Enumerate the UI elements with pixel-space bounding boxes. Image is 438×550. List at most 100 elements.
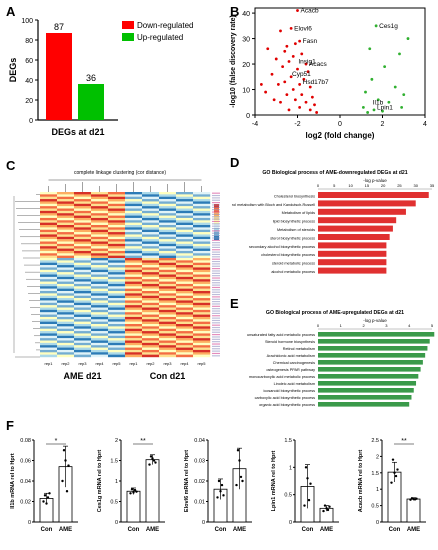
heatmap-cell bbox=[108, 269, 126, 273]
heatmap-cell bbox=[159, 342, 177, 346]
bar bbox=[318, 250, 387, 257]
heatmap-cell bbox=[40, 248, 58, 252]
point-label: Il1b bbox=[373, 99, 384, 106]
data-point bbox=[306, 70, 310, 74]
heatmap-cell bbox=[57, 269, 75, 273]
heatmap-cell bbox=[159, 295, 177, 299]
bar bbox=[318, 388, 414, 393]
heatmap-cell bbox=[159, 208, 177, 212]
heatmap-cell bbox=[108, 335, 126, 339]
heatmap-cell bbox=[91, 328, 109, 332]
category-label: sterol biosynthetic process bbox=[270, 236, 315, 240]
data-point bbox=[304, 466, 308, 469]
x-tick-label: 0 bbox=[317, 323, 320, 328]
heatmap-cell bbox=[74, 227, 92, 230]
heatmap-cell bbox=[176, 222, 194, 226]
heatmap-cell bbox=[74, 333, 92, 336]
data-point bbox=[65, 490, 69, 493]
heatmap-cell bbox=[74, 312, 92, 315]
heatmap-cell bbox=[40, 281, 58, 285]
heatmap-cell bbox=[176, 279, 194, 282]
heatmap-cell bbox=[57, 309, 75, 313]
heatmap-cell bbox=[193, 234, 211, 237]
heatmap-cell bbox=[57, 210, 75, 214]
heatmap-cell bbox=[57, 342, 75, 346]
heatmap-cell bbox=[40, 217, 58, 221]
heatmap-cell bbox=[108, 279, 126, 282]
heatmap-cell bbox=[74, 229, 92, 233]
heatmap-cell bbox=[193, 255, 211, 259]
heatmap-cell bbox=[57, 227, 75, 230]
heatmap-cell bbox=[108, 340, 126, 344]
data-point bbox=[313, 103, 316, 107]
heatmap-cell bbox=[57, 283, 75, 287]
heatmap-cell bbox=[108, 342, 126, 346]
category-label: Retinol metabolism bbox=[283, 347, 315, 351]
heatmap-cell bbox=[142, 312, 160, 315]
row-label-mark bbox=[212, 284, 220, 286]
heatmap-cell bbox=[108, 217, 126, 221]
heatmap-cell bbox=[91, 321, 109, 325]
heatmap-cell bbox=[91, 194, 109, 197]
heatmap-cell bbox=[193, 349, 211, 353]
heatmap-cell bbox=[176, 236, 194, 240]
heatmap-cell bbox=[74, 267, 92, 270]
chart-title: GO Biological process of AME-upregulated… bbox=[266, 310, 404, 316]
heatmap-cell bbox=[125, 279, 143, 282]
subplot: 0 0.01 0.02 0.03 0.04 Elovl6 mRNA rel to Hprt… bbox=[184, 438, 252, 533]
row-label-mark bbox=[212, 246, 220, 248]
heatmap-cell bbox=[176, 283, 194, 287]
row-label-mark bbox=[212, 202, 220, 204]
data-point bbox=[387, 100, 391, 104]
heatmap-cell bbox=[176, 352, 194, 355]
heatmap-cell bbox=[159, 345, 177, 348]
heatmap-cell bbox=[91, 210, 109, 214]
category-label: steroid metabolic process bbox=[272, 262, 315, 266]
bar bbox=[318, 259, 387, 266]
heatmap-cell bbox=[159, 316, 177, 320]
y-tick-label: 0.02 bbox=[20, 500, 31, 506]
heatmap-cell bbox=[159, 324, 177, 327]
heatmap-cell bbox=[159, 314, 177, 318]
x-axis-label: -log p-value bbox=[363, 178, 387, 183]
heatmap-cell bbox=[74, 269, 92, 273]
heatmap-cell bbox=[176, 345, 194, 348]
heatmap-cell bbox=[159, 286, 177, 289]
heatmap-cell bbox=[74, 340, 92, 344]
bar-value-label: 36 bbox=[86, 73, 96, 83]
heatmap-cell bbox=[125, 272, 143, 275]
heatmap-cell bbox=[125, 203, 143, 207]
data-point bbox=[151, 457, 154, 460]
heatmap-cell bbox=[74, 302, 92, 306]
bar bbox=[318, 339, 430, 344]
heatmap-cell bbox=[193, 206, 211, 209]
row-label-mark bbox=[212, 331, 220, 333]
heatmap-cell bbox=[74, 342, 92, 346]
row-label-mark bbox=[212, 204, 220, 206]
heatmap-cell bbox=[142, 267, 160, 270]
data-point bbox=[394, 474, 398, 478]
heatmap-cell bbox=[176, 217, 194, 221]
heatmap-cell bbox=[57, 239, 75, 242]
bar bbox=[318, 192, 429, 198]
point-label: Hsd17b7 bbox=[303, 79, 329, 86]
heatmap-cell bbox=[125, 302, 143, 306]
heatmap-cell bbox=[57, 335, 75, 339]
heatmap-cell bbox=[142, 243, 160, 247]
x-axis-label: log2 (fold change) bbox=[306, 131, 375, 140]
row-label-mark bbox=[212, 256, 220, 258]
data-point bbox=[396, 468, 399, 471]
data-point bbox=[309, 482, 312, 485]
heatmap-cell bbox=[40, 272, 58, 275]
heatmap-cell bbox=[108, 326, 126, 329]
heatmap-cell bbox=[193, 265, 211, 268]
heatmap-cell bbox=[108, 300, 126, 303]
data-point bbox=[390, 481, 393, 484]
heatmap-cell bbox=[159, 260, 177, 263]
heatmap-cell bbox=[193, 225, 211, 228]
heatmap-cell bbox=[74, 295, 92, 299]
heatmap-cell bbox=[108, 319, 126, 322]
heatmap-cell bbox=[57, 305, 75, 308]
x-tick-label: 1 bbox=[340, 323, 343, 328]
heatmap-cell bbox=[142, 253, 160, 256]
